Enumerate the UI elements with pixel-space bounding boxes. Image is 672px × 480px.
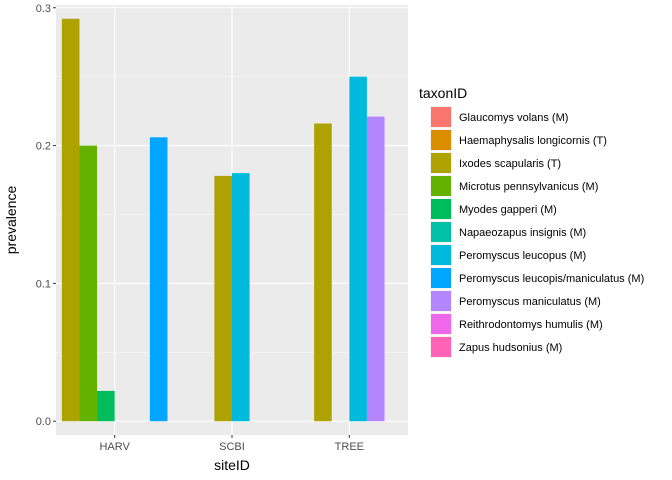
bar [61,18,80,422]
legend-entry-label: Myodes gapperi (M) [459,204,557,216]
legend-swatch [431,314,451,334]
legend-entry-label: Peromyscus leucopus (M) [459,250,586,262]
bar [79,145,98,422]
bar [314,123,332,422]
y-axis: 0.0 0.1 0.2 0.3 [36,3,56,428]
bar [349,76,367,422]
bar [149,137,168,422]
y-tick-label: 0.3 [36,3,51,15]
legend-entry-label: Reithrodontomys humulis (M) [459,319,603,331]
x-tick-label: TREE [335,441,364,453]
bar [214,175,232,422]
x-axis: HARV SCBI TREE [99,435,364,453]
x-tick-label: SCBI [219,441,245,453]
legend-swatch [431,337,451,357]
legend-entry-label: Microtus pennsylvanicus (M) [459,181,598,193]
legend-swatch [431,245,451,265]
legend-swatch [431,130,451,150]
legend-swatch [431,222,451,242]
legend-swatch [431,199,451,219]
legend-swatch [431,153,451,173]
legend-swatch [431,268,451,288]
y-tick-label: 0.0 [36,416,51,428]
legend-entry-label: Napaeozapus insignis (M) [459,227,586,239]
legend: taxonID Glaucomys volans (M) Haemaphysali… [419,85,644,358]
bar [97,390,115,422]
bar [232,173,250,422]
y-axis-title: prevalence [3,186,19,255]
y-tick-label: 0.2 [36,141,51,153]
legend-entry-label: Glaucomys volans (M) [459,112,568,124]
x-tick-label: HARV [99,441,130,453]
legend-swatch [431,291,451,311]
legend-title: taxonID [419,85,467,101]
legend-entry-label: Zapus hudsonius (M) [459,342,562,354]
legend-entry-label: Haemaphysalis longicornis (T) [459,135,607,147]
legend-entry-label: Peromyscus leucopis/maniculatus (M) [459,273,644,285]
bar [366,116,385,422]
x-axis-title: siteID [214,457,250,473]
bars [61,18,385,422]
legend-entry-label: Ixodes scapularis (T) [459,158,561,170]
legend-swatch [431,176,451,196]
legend-entry-label: Peromyscus maniculatus (M) [459,296,601,308]
y-tick-label: 0.1 [36,278,51,290]
legend-swatch [431,107,451,127]
